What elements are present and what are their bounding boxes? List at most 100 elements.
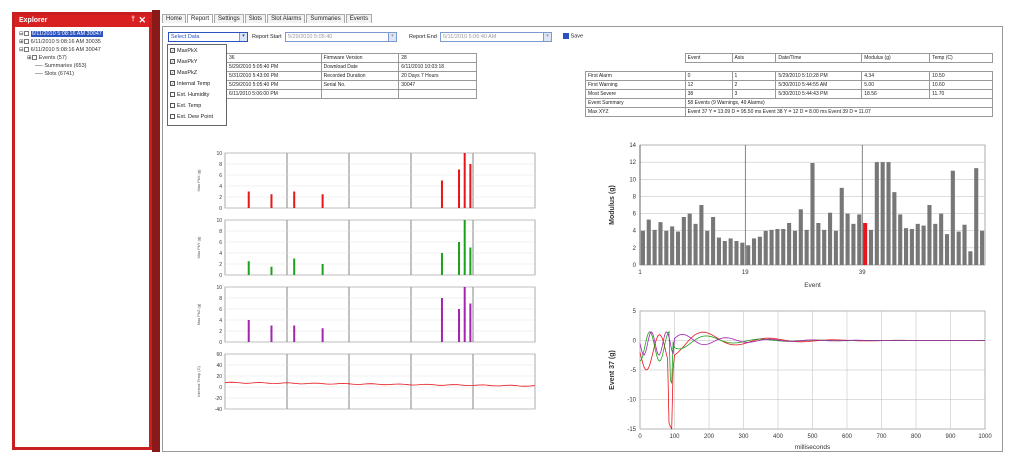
tick-label: 4 <box>219 318 222 324</box>
axis-label: Internal Temp (C) <box>196 365 201 396</box>
expand-icon[interactable]: ⊞ <box>27 55 32 61</box>
data-bar <box>687 213 692 265</box>
dropdown-item-internal-temp[interactable]: ✓ Internal Temp <box>170 81 211 87</box>
tree-item-events[interactable]: ⊞ Events (57) <box>27 55 67 61</box>
tree-item-summaries[interactable]: ── Summaries (653) <box>35 63 87 69</box>
tree-item-log-2[interactable]: ⊞ 6/11/2010 5:08:16 AM 30035 <box>19 39 101 45</box>
tab-bar: Home Report Settings Slots Slot Alarms Summar… <box>162 14 373 26</box>
x-axis-label: milliseconds <box>795 444 831 451</box>
tick-label: 5 <box>633 309 637 315</box>
tick-label: 4 <box>219 251 222 257</box>
pin-icon[interactable]: † <box>131 16 135 23</box>
dropdown-item-ext-temp[interactable]: Ext. Temp <box>170 103 201 109</box>
checkbox-icon[interactable]: ✓ <box>170 48 175 54</box>
select-data-combo[interactable]: Select Data ▾ <box>168 32 248 42</box>
dropdown-item-ext-dew-point[interactable]: Ext. Dew Point <box>170 114 213 120</box>
report-start-picker[interactable]: 5/29/2010 5:05:40 ▾ <box>285 32 397 42</box>
chevron-down-icon[interactable]: ▾ <box>239 33 247 41</box>
tick-label: 0 <box>633 339 637 345</box>
data-bar <box>705 230 710 265</box>
dropdown-item-ext-humidity[interactable]: Ext. Humidity <box>170 92 209 98</box>
checkbox-icon[interactable] <box>170 114 175 120</box>
checkbox-icon[interactable] <box>31 55 37 61</box>
select-data-dropdown: ✓ MaxPkX ✓ MaxPkY ✓ MaxPkZ ✓ Internal Temp E… <box>167 44 227 126</box>
calendar-icon[interactable]: ▾ <box>388 33 396 41</box>
panel-splitter[interactable] <box>152 10 160 452</box>
data-bar <box>469 164 472 208</box>
table-row: 6/11/2010 5:06:00 PM <box>226 89 477 99</box>
data-bar <box>458 309 461 342</box>
data-bar <box>968 251 973 265</box>
data-bar <box>675 231 681 265</box>
tick-label: 800 <box>911 434 922 440</box>
tree-item-log-1[interactable]: ⊟ 6/11/2010 5:08:16 AM 30047 <box>19 31 103 37</box>
expand-icon[interactable]: ⊞ <box>19 39 24 45</box>
data-bar <box>980 230 985 265</box>
data-bar <box>699 205 704 265</box>
tick-label: 6 <box>219 240 222 246</box>
data-bar <box>927 205 932 265</box>
expand-icon[interactable]: ⊟ <box>19 31 24 37</box>
data-bar <box>746 245 751 265</box>
tab-slots[interactable]: Slots <box>244 14 267 23</box>
checkbox-icon[interactable]: ✓ <box>170 70 175 76</box>
tree-item-log-3[interactable]: ⊟ 6/11/2010 5:08:16 AM 30047 <box>19 47 101 53</box>
dropdown-item-maxpkz[interactable]: ✓ MaxPkZ <box>170 70 198 76</box>
tree-line-icon: ── <box>35 63 43 69</box>
checkbox-icon[interactable] <box>23 31 29 37</box>
tick-label: -5 <box>631 368 637 374</box>
checkbox-icon[interactable] <box>23 47 29 53</box>
data-bar <box>775 229 780 265</box>
tree-item-slots[interactable]: ── Slots (6741) <box>35 71 74 77</box>
data-bar <box>458 242 461 275</box>
close-icon[interactable]: ✕ <box>138 15 146 25</box>
expand-icon[interactable]: ⊟ <box>19 47 24 53</box>
checkbox-icon[interactable] <box>23 39 29 45</box>
events-table: Event Axis Date/Time Modulus (g) Temp (C… <box>585 53 994 117</box>
report-end-picker[interactable]: 6/11/2010 5:06:40 AM ▾ <box>440 32 552 42</box>
tab-slot-alarms[interactable]: Slot Alarms <box>267 14 306 23</box>
data-bar <box>857 214 862 265</box>
tick-label: 6 <box>633 212 637 218</box>
tick-label: 8 <box>219 229 222 235</box>
data-bar <box>681 217 686 265</box>
checkbox-icon[interactable] <box>170 92 175 98</box>
tick-label: 10 <box>216 218 222 224</box>
data-bar <box>469 303 472 342</box>
data-bar <box>247 320 250 342</box>
dropdown-item-maxpky[interactable]: ✓ MaxPkY <box>170 59 198 65</box>
data-bar <box>693 223 698 265</box>
event-waveform-chart: 50-5-10-150 100 200 300 400 500 600 700 800 900 10… <box>609 309 992 451</box>
tick-label: 700 <box>876 434 887 440</box>
data-bar <box>787 223 792 265</box>
tick-label: 300 <box>738 434 749 440</box>
tab-home[interactable]: Home <box>162 14 187 23</box>
tick-label: 8 <box>633 194 637 200</box>
data-bar <box>898 214 903 265</box>
tick-label: 10 <box>629 177 636 183</box>
data-bar <box>845 213 850 265</box>
data-bar <box>321 328 324 342</box>
tick-label: 1 <box>638 270 642 276</box>
data-bar <box>757 236 762 265</box>
data-bar <box>293 258 296 275</box>
tab-settings[interactable]: Settings <box>214 14 244 23</box>
tick-label: 2 <box>633 246 637 252</box>
dropdown-item-maxpkx[interactable]: ✓ MaxPkX <box>170 48 198 54</box>
checkbox-icon[interactable]: ✓ <box>170 59 175 65</box>
explorer-header: Explorer † ✕ <box>15 15 149 27</box>
save-icon <box>563 33 569 39</box>
calendar-icon[interactable]: ▾ <box>543 33 551 41</box>
save-button[interactable]: Save <box>563 33 583 39</box>
tab-summaries[interactable]: Summaries <box>306 14 345 23</box>
axis-label: Max PkY (g) <box>196 236 201 259</box>
data-bar <box>740 242 745 265</box>
data-bar <box>933 223 938 265</box>
data-bar <box>874 162 879 265</box>
tab-report[interactable]: Report <box>187 14 214 23</box>
checkbox-icon[interactable]: ✓ <box>170 81 175 87</box>
data-bar <box>822 229 827 265</box>
checkbox-icon[interactable] <box>170 103 175 109</box>
tab-events[interactable]: Events <box>345 14 373 23</box>
tick-label: 900 <box>945 434 956 440</box>
